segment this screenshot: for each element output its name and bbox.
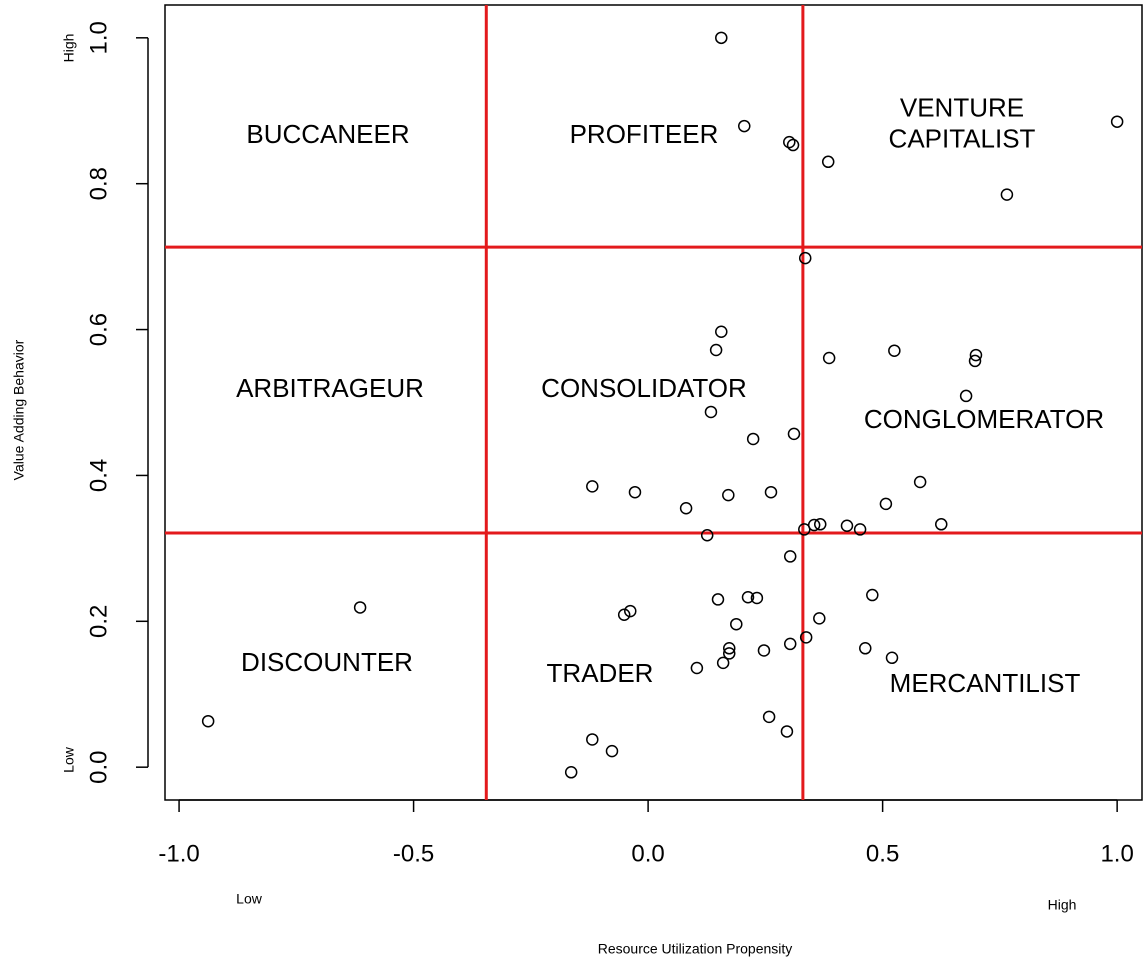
y-low-label: Low [61,746,77,773]
x-axis-title: Resource Utilization Propensity [598,941,793,957]
point [586,480,599,493]
region-label: VENTURE CAPITALIST [889,92,1036,153]
x-high-label: High [1048,897,1077,913]
point [201,714,215,728]
point [780,725,794,738]
region-label: TRADER [547,658,654,688]
point [764,485,778,499]
y-axis-title: Value Adding Behavior [11,339,27,480]
point [762,710,776,724]
point [783,550,797,563]
point [799,631,813,644]
point [628,485,642,499]
point [913,475,927,489]
point [786,138,800,152]
point [715,325,728,339]
point [730,617,743,631]
point [624,604,637,618]
point [935,518,948,531]
point [722,488,735,502]
x-tick-label: -0.5 [393,840,434,867]
point [959,389,973,403]
point [709,343,723,357]
point [711,593,725,606]
point [716,656,730,670]
y-tick-label: 0.6 [85,313,112,346]
point [741,590,755,604]
point [783,135,796,149]
region-label: CONGLOMERATOR [864,404,1104,434]
point [888,344,901,357]
point [690,661,704,675]
point [700,528,714,542]
region-label: CONSOLIDATOR [541,373,747,403]
point [968,354,982,368]
point [879,497,893,511]
point [722,647,736,660]
point [969,348,983,362]
point [822,351,836,365]
y-tick-label: 0.0 [85,750,112,783]
y-tick-label: 0.2 [85,605,112,638]
point [807,518,821,532]
point [564,766,578,779]
y-tick-label: 1.0 [85,21,112,54]
point [715,31,728,45]
point [353,601,367,614]
point [885,651,899,665]
point [750,591,764,605]
point [866,588,879,602]
point [605,744,619,758]
x-tick-label: 0.5 [866,840,899,867]
point [617,608,631,621]
region-label: MERCANTILIST [890,668,1081,698]
x-tick-label: 0.0 [631,840,664,867]
point [859,642,872,655]
y-high-label: High [61,34,77,63]
point [783,637,797,651]
point [813,518,827,531]
point [722,642,736,655]
point [704,405,718,419]
y-tick-label: 0.8 [85,167,112,200]
point [853,523,867,536]
region-label: BUCCANEER [246,119,409,149]
x-tick-label: 1.0 [1100,840,1133,867]
point [798,251,812,265]
x-low-label: Low [236,891,263,907]
point [586,733,599,746]
point [840,519,854,533]
y-tick-label: 0.4 [85,459,112,492]
point [787,427,801,441]
point [1000,188,1014,201]
point [757,644,771,657]
region-label: PROFITEER [570,119,719,149]
point [738,119,751,133]
x-tick-label: -1.0 [158,840,199,867]
region-label: ARBITRAGEUR [236,373,424,403]
point [821,155,835,169]
region-label: DISCOUNTER [241,647,413,677]
point [1110,115,1124,128]
point [746,432,760,446]
point [813,612,826,625]
point [679,502,693,515]
